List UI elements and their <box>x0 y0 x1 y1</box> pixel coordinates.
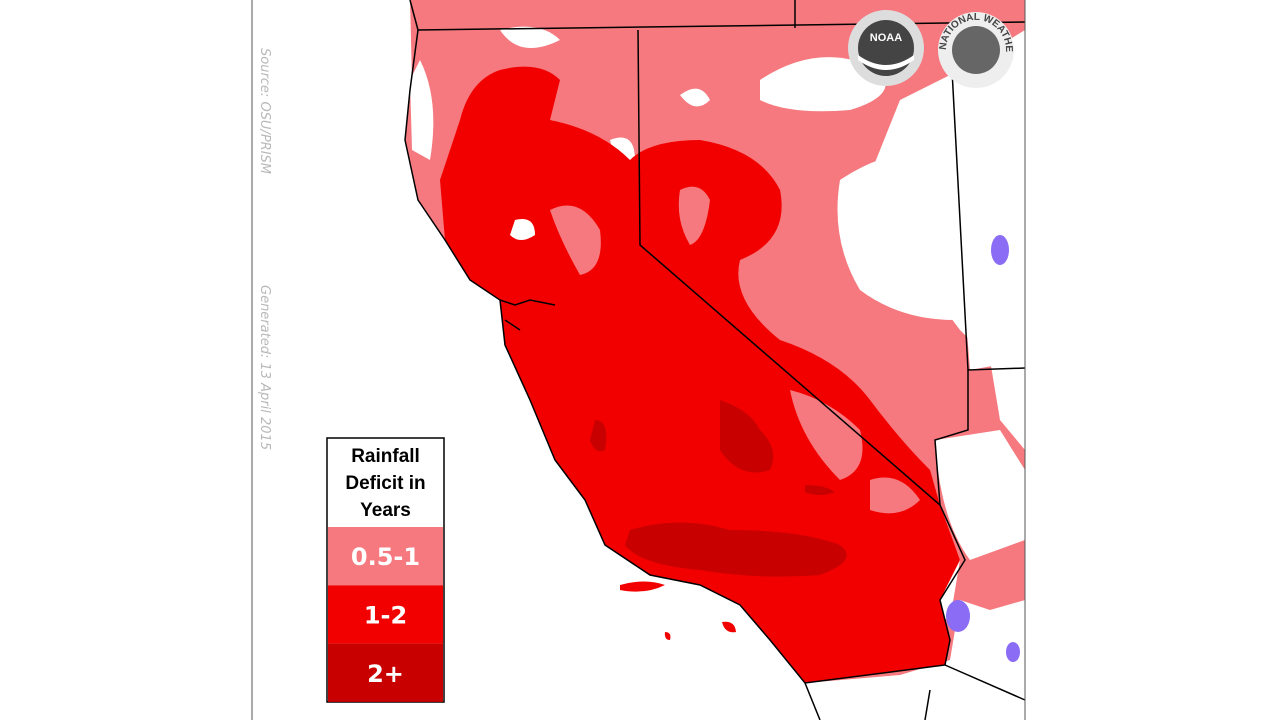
deficit-low-patches <box>550 186 920 514</box>
source-text: Source: OSU/PRISM <box>257 48 272 174</box>
legend-label: 0.5-1 <box>351 543 420 571</box>
surplus-patches <box>946 235 1020 662</box>
generated-text: Generated: 13 April 2015 <box>257 285 272 450</box>
legend-title: Years <box>360 500 411 521</box>
legend-label: 1-2 <box>364 601 407 629</box>
noaa-label: NOAA <box>870 32 902 44</box>
legend-title: Rainfall <box>351 446 420 467</box>
legend-swatch <box>328 643 443 702</box>
legend: Rainfall Deficit in Years 0.5-1 1-2 2+ <box>326 437 445 703</box>
legend-title: Deficit in <box>345 473 425 494</box>
boundaries <box>404 0 1026 720</box>
no-deficit-patch <box>510 219 535 240</box>
legend-swatch <box>328 527 443 586</box>
deficit-high-region <box>590 400 847 577</box>
islands <box>620 581 736 640</box>
noaa-logo: NOAA <box>848 10 924 86</box>
legend-swatch <box>328 585 443 644</box>
legend-label: 2+ <box>367 660 404 688</box>
